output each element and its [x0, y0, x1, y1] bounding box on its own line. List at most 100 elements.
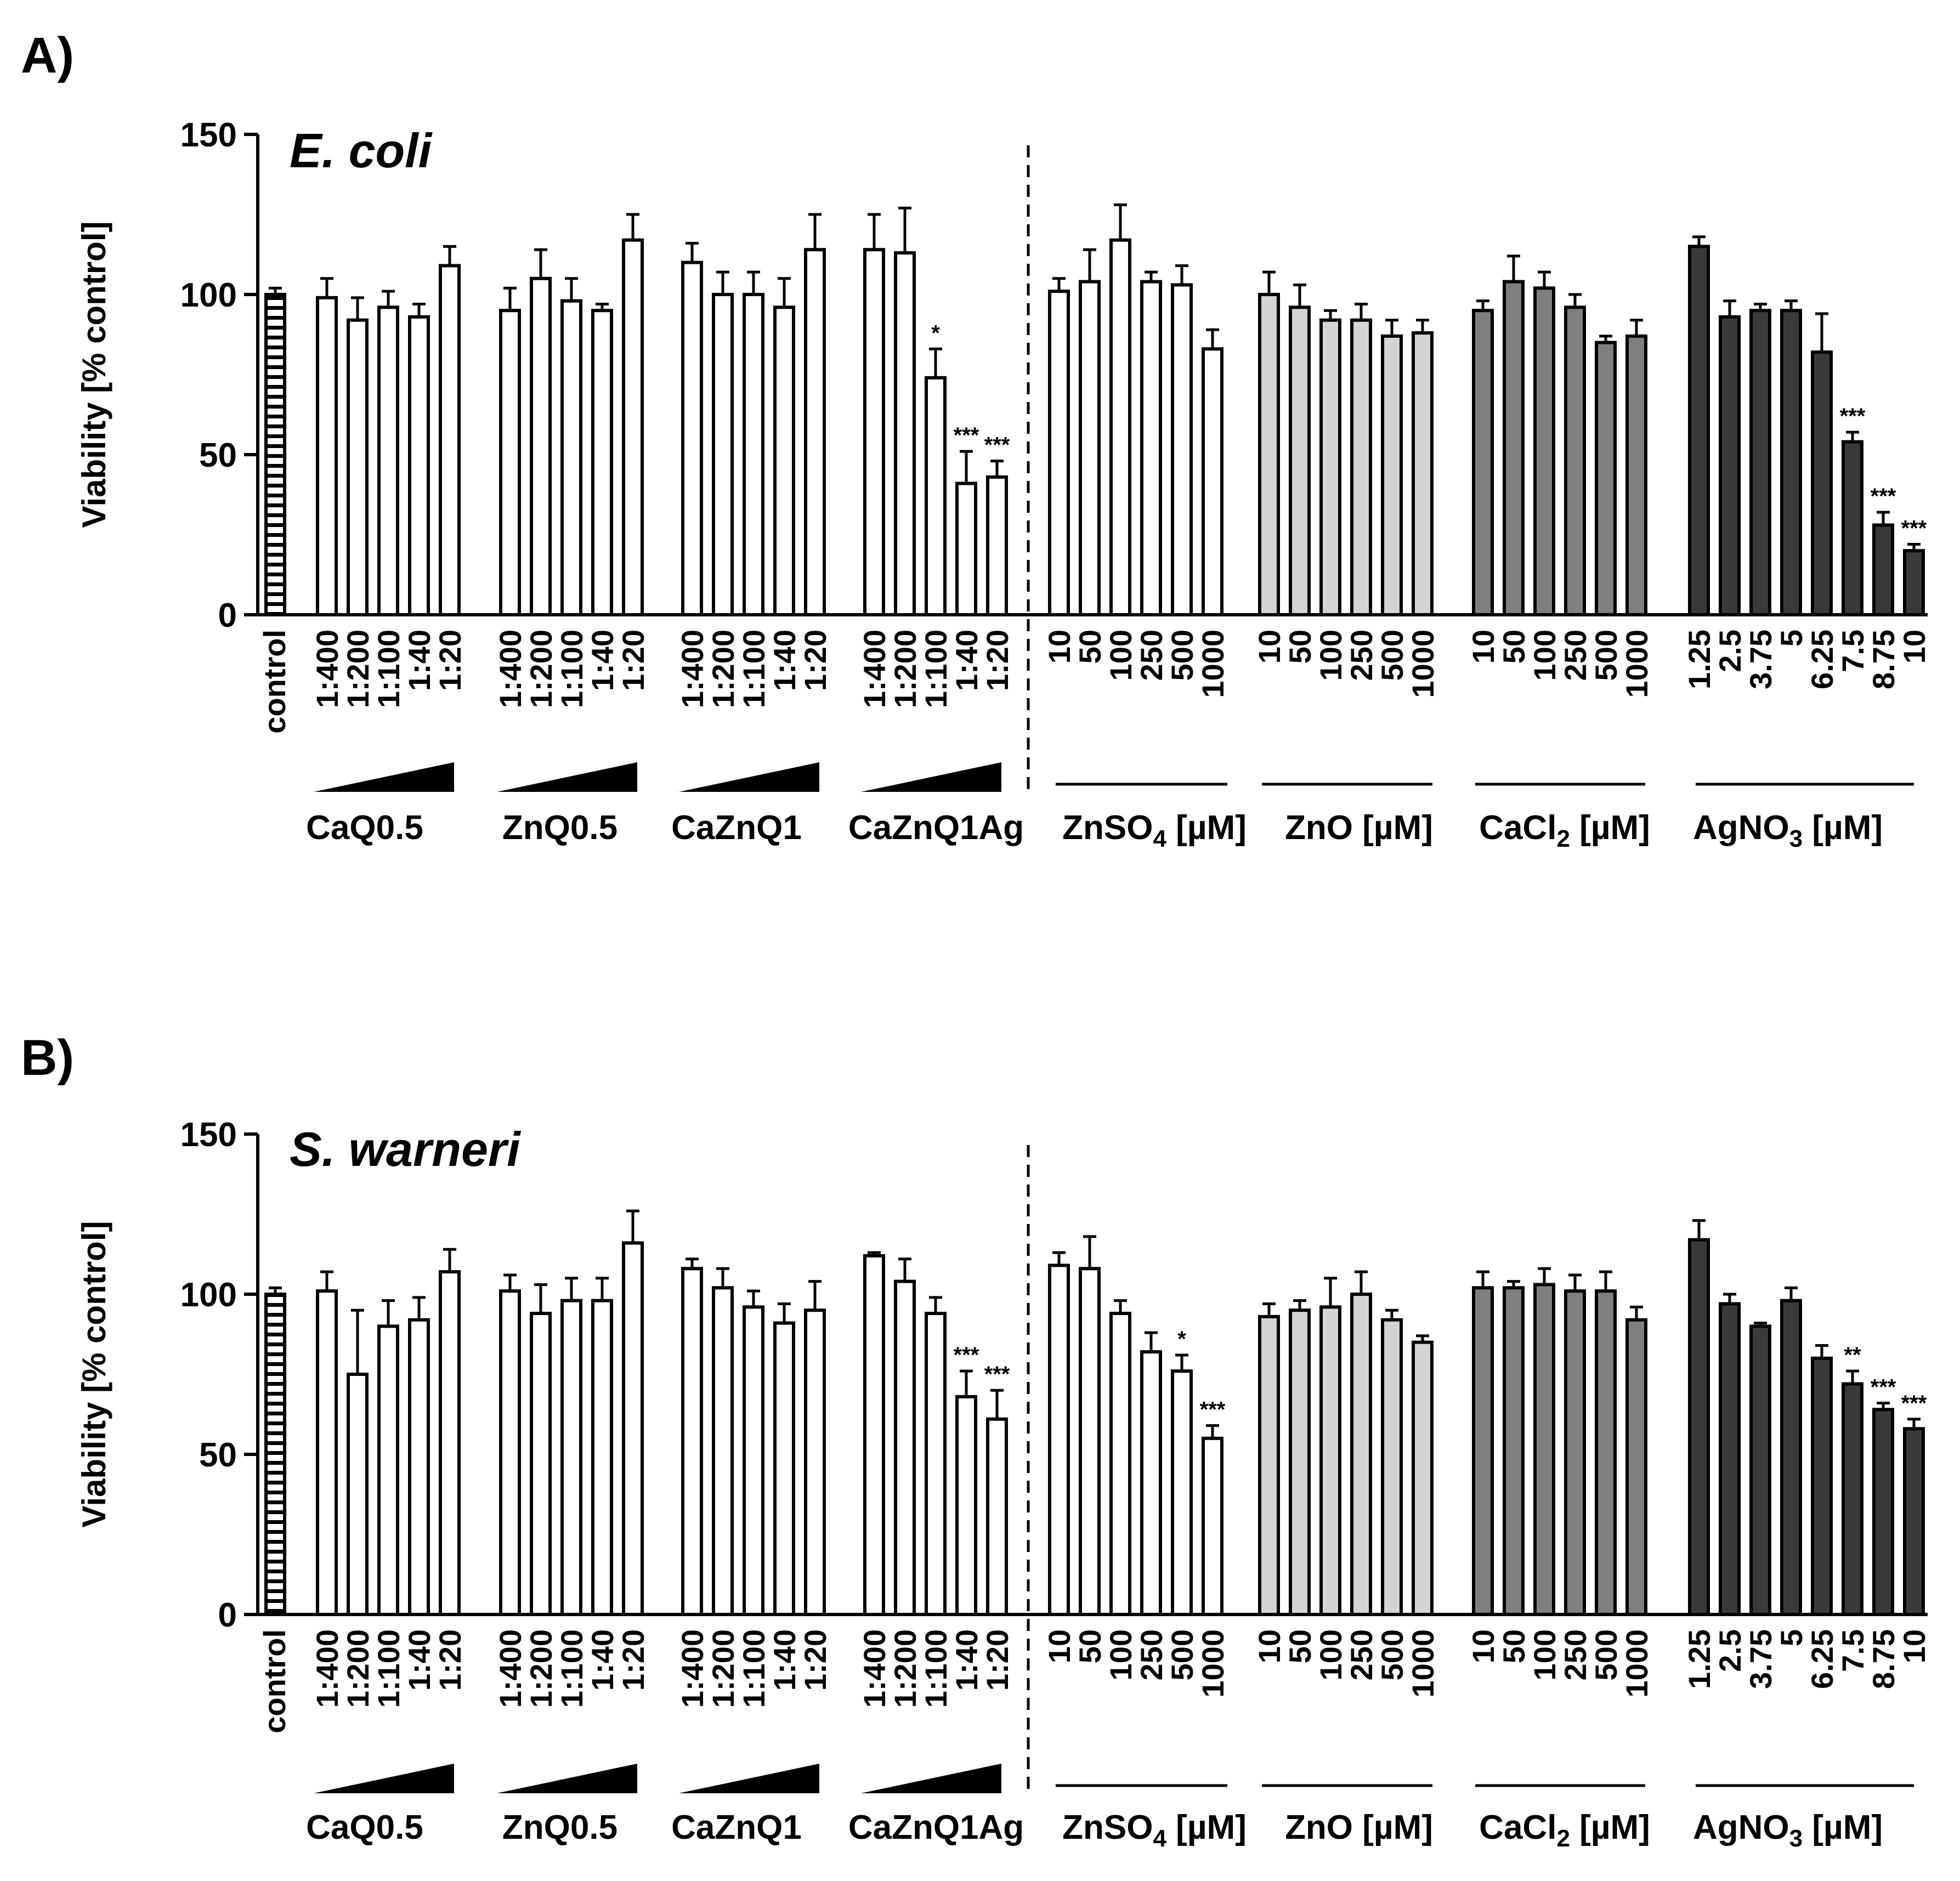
x-tick-label: control [257, 1629, 292, 1733]
bar [1079, 280, 1101, 616]
x-tick-label: 50 [1497, 1629, 1531, 1663]
bar [1171, 283, 1193, 616]
x-tick-label: 1:100 [371, 1629, 406, 1708]
bar [439, 264, 461, 616]
x-tick-label: 1:100 [919, 1629, 953, 1708]
bar [1595, 341, 1617, 616]
group-unit: [µM] [1166, 809, 1247, 847]
x-tick-label: 1:20 [616, 1629, 650, 1691]
group-name: CaQ0.5 [306, 809, 423, 847]
x-tick-label: 1:100 [737, 630, 771, 708]
bar [439, 1270, 461, 1617]
x-tick-label: 1.25 [1682, 630, 1717, 689]
x-tick-label: 500 [1589, 1629, 1623, 1680]
x-tick-label: 1:400 [857, 630, 892, 708]
group-label: AgNO3 [µM] [1693, 809, 1883, 852]
x-tick-label: 50 [1497, 630, 1531, 664]
group-label: ZnO [µM] [1285, 1809, 1433, 1846]
bar [925, 1312, 947, 1617]
bar [1564, 1289, 1586, 1616]
group-label: ZnSO4 [µM] [1062, 1809, 1247, 1852]
bar [1533, 286, 1555, 616]
bar [681, 1267, 703, 1616]
x-tick-label: 50 [1283, 1629, 1317, 1663]
x-tick-label: 500 [1165, 630, 1199, 681]
x-tick-label: 1:40 [767, 1629, 802, 1691]
bar [377, 305, 399, 616]
concentration-wedge [497, 762, 637, 792]
bar [1289, 305, 1311, 616]
x-tick-label: 6.25 [1805, 1629, 1839, 1689]
bar [377, 1324, 399, 1616]
bar [1872, 1408, 1894, 1616]
x-tick-label: 1:20 [980, 630, 1015, 691]
concentration-wedge [314, 762, 454, 792]
group-label: CaZnQ1Ag [848, 1809, 1024, 1846]
bar [1079, 1267, 1101, 1616]
bar [591, 1299, 613, 1616]
x-tick-label: 3.75 [1743, 630, 1778, 689]
x-tick-label: 1:20 [616, 630, 650, 691]
bar [894, 1279, 916, 1616]
group-unit: [µM] [1803, 1809, 1883, 1846]
bar [1903, 549, 1925, 617]
bar [1749, 309, 1771, 616]
y-tick-label: 100 [180, 1276, 237, 1314]
bar [1258, 293, 1280, 616]
bar [1319, 1305, 1341, 1617]
x-tick-label: 5 [1774, 1629, 1809, 1646]
bar [591, 309, 613, 616]
x-tick-label: 3.75 [1743, 1629, 1778, 1689]
group-name: CaCl [1479, 809, 1556, 847]
bar [1202, 1436, 1223, 1617]
bar [1258, 1315, 1280, 1616]
x-tick-label: 250 [1344, 630, 1379, 681]
x-tick-label: 6.25 [1805, 630, 1839, 689]
x-tick-label: 1:100 [371, 630, 406, 708]
bar [1412, 1340, 1434, 1617]
bar [1381, 334, 1403, 616]
x-tick-label: 1:100 [919, 630, 953, 708]
concentration-wedge [679, 1764, 819, 1793]
bar [1048, 1264, 1070, 1616]
group-label: ZnQ0.5 [502, 809, 618, 847]
significance-marker: * [1177, 1327, 1186, 1351]
y-tick-label: 50 [199, 437, 237, 474]
x-tick-label: 1:200 [341, 1629, 375, 1708]
group-label: CaCl2 [µM] [1479, 809, 1650, 852]
y-axis-label: Viability [% control] [76, 1221, 112, 1528]
bar [316, 296, 338, 616]
bar [1319, 318, 1341, 616]
group-label: CaZnQ1 [671, 809, 802, 847]
group-subscript: 3 [1789, 825, 1803, 852]
x-tick-label: 1:400 [857, 1629, 892, 1708]
x-tick-label: 1:400 [493, 1629, 528, 1708]
group-label: ZnQ0.5 [502, 1809, 618, 1846]
concentration-wedge [861, 1764, 1001, 1793]
significance-marker: *** [954, 1343, 979, 1367]
x-tick-label: 100 [1313, 1629, 1348, 1680]
bar [955, 481, 977, 616]
bar [530, 276, 552, 616]
x-tick-label: 1:40 [767, 630, 802, 691]
x-tick-label: 1:200 [341, 630, 375, 708]
x-tick-label: 1000 [1619, 630, 1654, 698]
x-tick-label: 2.5 [1713, 1629, 1747, 1672]
group-unit: [µM] [1570, 809, 1650, 847]
bar-control [264, 293, 286, 616]
bar [1503, 1286, 1525, 1617]
bar [894, 251, 916, 616]
bar [316, 1289, 338, 1616]
significance-marker: *** [1901, 517, 1927, 541]
bar [986, 1417, 1008, 1616]
y-tick-label: 150 [180, 116, 237, 154]
group-name: CaQ0.5 [306, 1809, 423, 1846]
x-tick-label: 500 [1589, 630, 1623, 681]
x-tick-label: 1:200 [706, 630, 740, 708]
panel-label: B) [21, 1030, 74, 1086]
y-axis-label: Viability [% control] [76, 222, 112, 528]
significance-marker: *** [1871, 1375, 1896, 1400]
bar [743, 1305, 764, 1617]
y-tick-label: 0 [218, 597, 237, 634]
